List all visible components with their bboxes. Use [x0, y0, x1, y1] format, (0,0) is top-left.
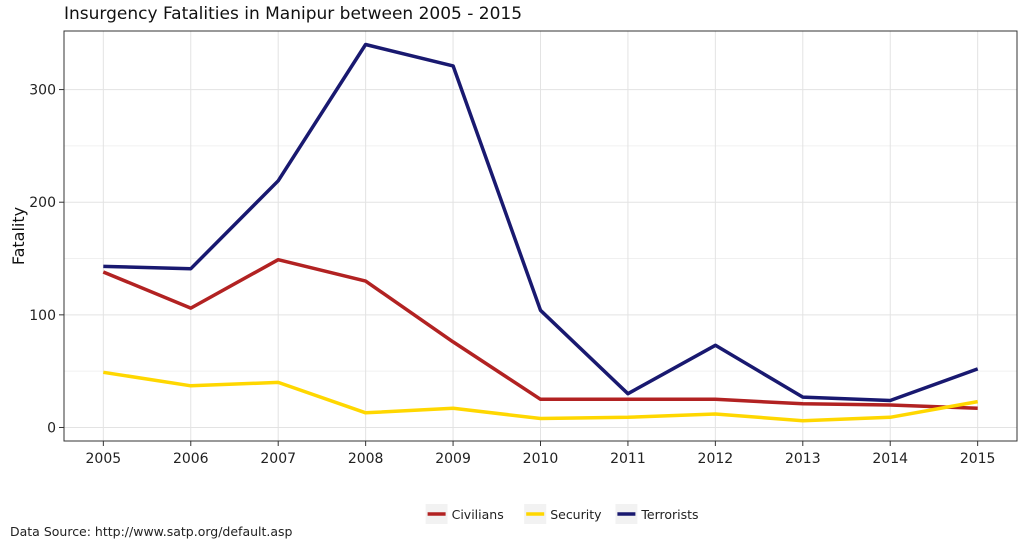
y-tick-label: 300 — [29, 83, 56, 99]
grid-lines — [64, 31, 1017, 441]
x-tick-label: 2013 — [785, 451, 821, 467]
series-line-terrorists — [103, 42, 979, 403]
legend-label: Terrorists — [640, 507, 698, 522]
x-tick-label: 2006 — [173, 451, 209, 467]
series-line-security — [103, 370, 979, 423]
series-line-civilians — [102, 257, 978, 411]
x-tick-label: 2009 — [435, 451, 471, 467]
x-tick-label: 2007 — [260, 451, 296, 467]
data-source-note: Data Source: http://www.satp.org/default… — [10, 524, 293, 539]
y-axis-title: Fatality — [9, 207, 28, 265]
x-tick-label: 2010 — [523, 451, 559, 467]
y-axis: 0 100 200 300 — [29, 83, 64, 436]
x-tick-label: 2008 — [348, 451, 384, 467]
series-lines — [102, 42, 979, 423]
legend-label: Security — [550, 507, 602, 522]
x-tick-label: 2011 — [610, 451, 646, 467]
x-tick-label: 2012 — [698, 451, 734, 467]
x-tick-label: 2005 — [86, 451, 122, 467]
legend: Civilians Security Terrorists — [425, 504, 699, 524]
x-tick-label: 2014 — [872, 451, 908, 467]
x-axis: 2005 2006 2007 2008 2009 2010 2011 2012 2013 2014… — [86, 441, 996, 467]
y-tick-label: 200 — [29, 195, 56, 211]
chart-title: Insurgency Fatalities in Manipur between… — [64, 4, 523, 24]
legend-label: Civilians — [452, 507, 504, 522]
y-tick-label: 0 — [47, 420, 56, 436]
y-tick-label: 100 — [29, 308, 56, 324]
x-tick-label: 2015 — [960, 451, 996, 467]
